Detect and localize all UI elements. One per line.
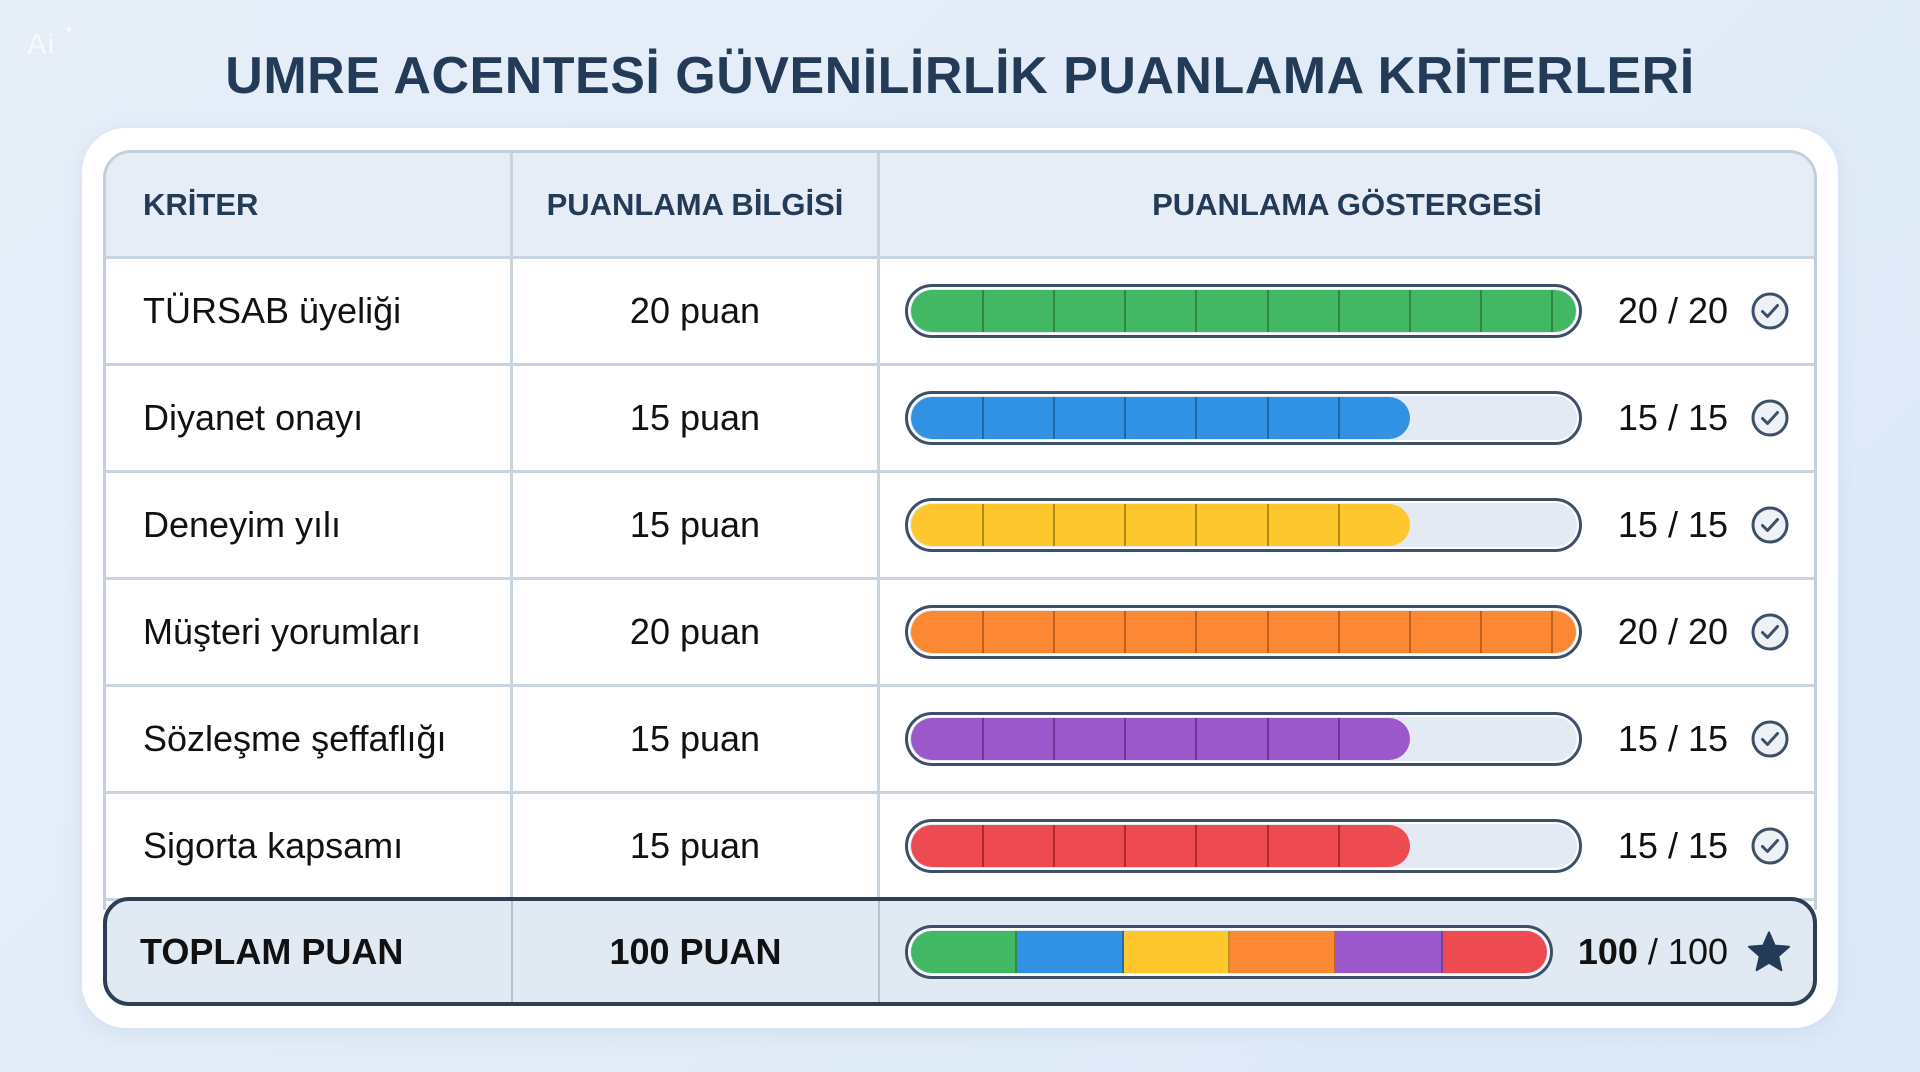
progress-bar xyxy=(905,819,1582,873)
points-value: 15 puan xyxy=(629,825,761,866)
header-cell-points: PUANLAMA BİLGİSİ xyxy=(513,153,880,256)
total-label: TOPLAM PUAN xyxy=(140,930,404,972)
total-points-cell: 100 PUAN xyxy=(513,901,880,1002)
progress-bar xyxy=(905,712,1582,766)
points-cell: 15 puan xyxy=(513,473,880,577)
progress-bar xyxy=(905,605,1582,659)
total-indicator-cell: 100 / 100 xyxy=(880,901,1813,1002)
segment-lines xyxy=(911,611,1576,653)
sparkle-icon: ✦ xyxy=(62,22,75,39)
points-value: 15 puan xyxy=(629,397,761,438)
table-frame: KRİTER PUANLAMA BİLGİSİ PUANLAMA GÖSTERG… xyxy=(103,150,1817,910)
total-bar-segment xyxy=(1442,930,1547,973)
total-bar-segment xyxy=(1123,930,1230,973)
criteria-table: KRİTER PUANLAMA BİLGİSİ PUANLAMA GÖSTERG… xyxy=(103,150,1817,1006)
total-row: TOPLAM PUAN 100 PUAN 100 / 100 xyxy=(103,897,1817,1006)
criterion-name: Diyanet onayı xyxy=(143,397,364,438)
indicator-cell: 15 / 15 xyxy=(880,366,1814,470)
score-text: 20 / 20 xyxy=(1617,611,1728,652)
segment-lines xyxy=(911,825,1410,867)
check-circle-icon xyxy=(1751,827,1789,865)
criterion-cell: Müşteri yorumları xyxy=(106,580,513,684)
indicator-cell: 15 / 15 xyxy=(880,473,1814,577)
table-row: Sözleşme şeffaflığı 15 puan 15 / 15 xyxy=(106,687,1814,794)
score-text: 15 / 15 xyxy=(1617,504,1728,545)
check-circle-icon xyxy=(1751,506,1789,544)
total-bar-segment xyxy=(1336,930,1443,973)
criterion-name: TÜRSAB üyeliği xyxy=(143,290,402,331)
points-cell: 15 puan xyxy=(513,687,880,791)
indicator-cell: 15 / 15 xyxy=(880,794,1814,898)
page-title: UMRE ACENTESİ GÜVENİLİRLİK PUANLAMA KRİT… xyxy=(225,47,1695,105)
points-value: 20 puan xyxy=(629,611,761,652)
progress-fill xyxy=(911,290,1576,332)
ai-logo-text: Ai xyxy=(26,28,55,61)
criterion-name: Sözleşme şeffaflığı xyxy=(143,718,447,759)
segment-lines xyxy=(911,718,1410,760)
check-circle-icon xyxy=(1751,720,1789,758)
total-label-cell: TOPLAM PUAN xyxy=(107,901,513,1002)
score-text: 20 / 20 xyxy=(1617,290,1728,331)
header-criterion: KRİTER xyxy=(143,186,259,222)
points-value: 15 puan xyxy=(629,504,761,545)
total-score-max: / 100 xyxy=(1637,930,1728,972)
indicator-cell: 20 / 20 xyxy=(880,259,1814,363)
criterion-name: Sigorta kapsamı xyxy=(143,825,404,866)
table-row: TÜRSAB üyeliği 20 puan 20 / 20 xyxy=(106,259,1814,366)
progress-bar xyxy=(905,391,1582,445)
criterion-cell: Diyanet onayı xyxy=(106,366,513,470)
total-progress-bar xyxy=(905,924,1553,979)
progress-bar xyxy=(905,284,1582,338)
criterion-cell: Deneyim yılı xyxy=(106,473,513,577)
progress-fill xyxy=(911,397,1410,439)
total-score: 100 / 100 xyxy=(1570,931,1728,973)
table-row: Sigorta kapsamı 15 puan 15 / 15 xyxy=(106,794,1814,901)
header-cell-criterion: KRİTER xyxy=(106,153,513,256)
criterion-name: Müşteri yorumları xyxy=(143,611,422,652)
total-points: 100 PUAN xyxy=(609,930,782,972)
segment-lines xyxy=(911,290,1576,332)
progress-fill xyxy=(911,611,1576,653)
total-score-value: 100 xyxy=(1577,930,1638,972)
progress-fill xyxy=(911,504,1410,546)
header-cell-indicator: PUANLAMA GÖSTERGESİ xyxy=(880,153,1814,256)
header-indicator: PUANLAMA GÖSTERGESİ xyxy=(1152,186,1542,222)
star-icon xyxy=(1748,930,1790,971)
table-row: Müşteri yorumları 20 puan 20 / 20 xyxy=(106,580,1814,687)
check-circle-icon xyxy=(1751,613,1789,651)
indicator-cell: 20 / 20 xyxy=(880,580,1814,684)
total-bar-segment xyxy=(1229,930,1337,973)
progress-bar xyxy=(905,498,1582,552)
score-text: 15 / 15 xyxy=(1617,397,1728,438)
check-circle-icon xyxy=(1751,292,1789,330)
criterion-cell: Sigorta kapsamı xyxy=(106,794,513,898)
points-value: 20 puan xyxy=(629,290,761,331)
points-cell: 20 puan xyxy=(513,259,880,363)
segment-lines xyxy=(911,397,1410,439)
criterion-cell: TÜRSAB üyeliği xyxy=(106,259,513,363)
ai-logo: Ai ✦ xyxy=(26,22,75,62)
table-row: Deneyim yılı 15 puan 15 / 15 xyxy=(106,473,1814,580)
table-header: KRİTER PUANLAMA BİLGİSİ PUANLAMA GÖSTERG… xyxy=(106,153,1814,259)
check-circle-icon xyxy=(1751,399,1789,437)
score-text: 15 / 15 xyxy=(1617,718,1728,759)
header-points: PUANLAMA BİLGİSİ xyxy=(546,186,844,222)
criterion-cell: Sözleşme şeffaflığı xyxy=(106,687,513,791)
segment-lines xyxy=(911,504,1410,546)
table-row: Diyanet onayı 15 puan 15 / 15 xyxy=(106,366,1814,473)
total-bar-segment xyxy=(911,930,1018,973)
progress-fill xyxy=(911,718,1410,760)
total-bar-segment xyxy=(1017,930,1124,973)
points-cell: 15 puan xyxy=(513,366,880,470)
points-value: 15 puan xyxy=(629,718,761,759)
progress-fill xyxy=(911,825,1410,867)
indicator-cell: 15 / 15 xyxy=(880,687,1814,791)
points-cell: 15 puan xyxy=(513,794,880,898)
criterion-name: Deneyim yılı xyxy=(143,504,342,545)
score-text: 15 / 15 xyxy=(1617,825,1728,866)
points-cell: 20 puan xyxy=(513,580,880,684)
